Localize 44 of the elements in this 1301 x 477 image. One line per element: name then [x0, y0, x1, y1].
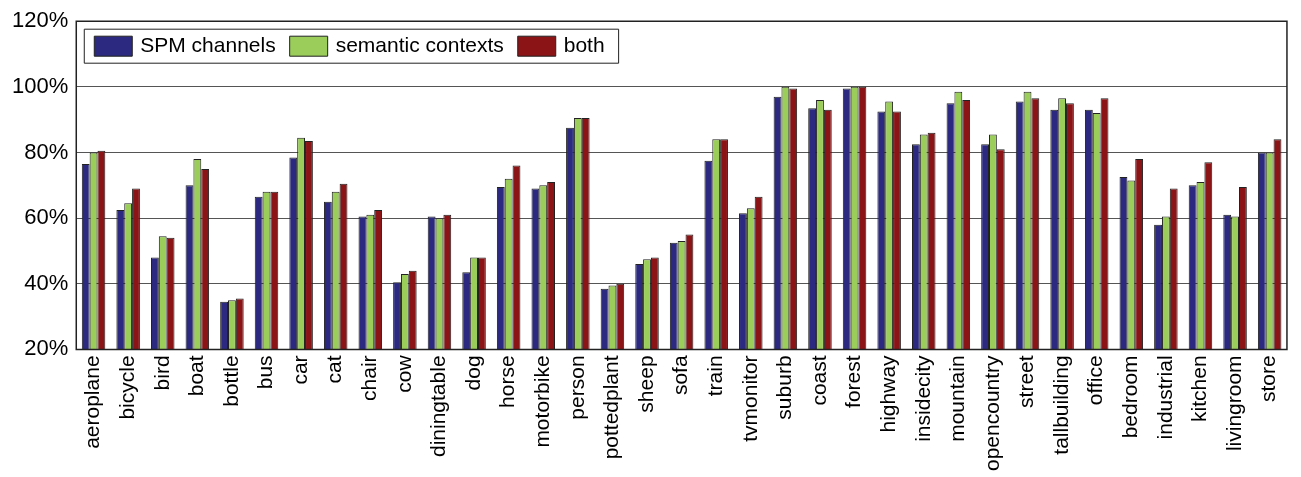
x-tick-label: industrial: [1152, 355, 1176, 440]
x-tick-label: office: [1083, 355, 1107, 406]
x-tick-label: street: [1014, 355, 1038, 408]
x-tick-label: store: [1256, 355, 1280, 403]
x-tick-label: insidecity: [910, 354, 934, 442]
x-tick-label: boat: [184, 355, 208, 397]
x-tick-label: bottle: [218, 355, 242, 407]
x-tick-label: coast: [806, 355, 830, 406]
x-tick-label: suburb: [772, 355, 796, 420]
legend-label: semantic contexts: [335, 33, 504, 56]
x-tick-label: tvmonitor: [737, 355, 761, 442]
x-tick-label: horse: [495, 355, 519, 408]
x-tick-label: highway: [875, 354, 899, 433]
x-tick-label: tallbuilding: [1048, 355, 1072, 455]
x-tick-label: train: [703, 355, 726, 397]
x-tick-label: chair: [357, 355, 381, 401]
legend-label: SPM channels: [140, 33, 276, 56]
x-tick-label: opencountry: [979, 354, 1003, 472]
x-tick-label: mountain: [945, 355, 969, 442]
y-tick-label: 100%: [11, 72, 69, 98]
x-tick-label: bus: [253, 355, 277, 390]
x-tick-label: motorbike: [530, 355, 554, 448]
x-tick-label: aeroplane: [80, 355, 104, 449]
y-tick-label: 60%: [24, 204, 69, 230]
y-tick-label: 20%: [24, 335, 69, 361]
x-tick-label: sofa: [668, 355, 692, 396]
x-tick-label: cow: [391, 354, 415, 393]
y-tick-label: 80%: [24, 138, 69, 164]
x-tick-label: forest: [841, 355, 865, 408]
x-tick-label: sheep: [633, 355, 657, 413]
x-tick-label: bedroom: [1118, 355, 1142, 439]
x-tick-label: bicycle: [114, 355, 138, 420]
x-tick-label: livingroom: [1221, 355, 1245, 452]
x-tick-label: dog: [460, 355, 484, 391]
y-tick-label: 40%: [24, 269, 69, 295]
legend-label: both: [563, 33, 605, 56]
x-tick-label: pottedplant: [599, 355, 623, 460]
x-tick-label: kitchen: [1187, 355, 1211, 422]
x-tick-label: bird: [149, 355, 173, 391]
x-tick-label: car: [287, 355, 311, 385]
y-tick-label: 120%: [11, 7, 69, 33]
x-tick-label: cat: [322, 355, 346, 384]
x-tick-label: person: [564, 355, 588, 420]
x-tick-label: diningtable: [426, 355, 450, 458]
